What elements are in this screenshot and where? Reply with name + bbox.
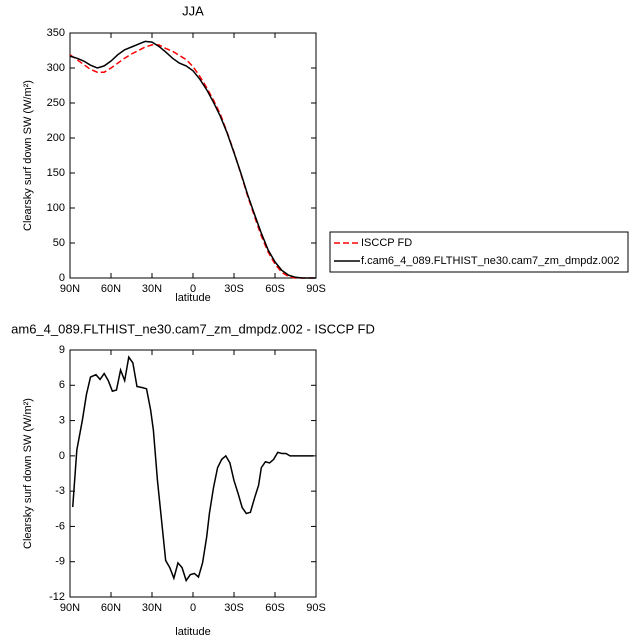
x-tick-label: 60N — [101, 283, 121, 295]
y-tick-label: 6 — [59, 379, 65, 391]
y-tick-label: 9 — [59, 344, 65, 356]
data-line — [69, 44, 316, 279]
legend-label: ISCCP FD — [361, 237, 412, 249]
plot-frame — [69, 32, 317, 279]
x-tick-label: 90N — [60, 602, 80, 614]
x-tick-label: 0 — [190, 283, 196, 295]
x-axis-label: latitude — [175, 626, 210, 638]
chart-title: JJA — [182, 3, 204, 18]
data-line — [71, 355, 314, 583]
y-tick-label: 50 — [53, 237, 65, 249]
y-tick-label: -9 — [55, 556, 65, 568]
x-tick-label: 30S — [224, 283, 244, 295]
y-tick-label: 0 — [59, 450, 65, 462]
y-tick-label: 200 — [47, 132, 65, 144]
y-tick-label: -6 — [55, 520, 65, 532]
x-tick-label: 30S — [224, 602, 244, 614]
legend-label: f.cam6_4_089.FLTHIST_ne30.cam7_zm_dmpdz.… — [361, 255, 619, 267]
x-tick-label: 30N — [142, 602, 162, 614]
y-tick-label: 0 — [59, 272, 65, 284]
x-tick-label: 0 — [190, 602, 196, 614]
x-tick-label: 90N — [60, 283, 80, 295]
data-line — [69, 40, 316, 279]
y-tick-label: 150 — [47, 167, 65, 179]
x-tick-label: 30N — [142, 283, 162, 295]
x-tick-label: 60S — [265, 283, 285, 295]
plot-frame — [69, 349, 317, 598]
legend-box — [329, 231, 629, 273]
x-tick-label: 90S — [306, 602, 326, 614]
y-tick-label: 3 — [59, 414, 65, 426]
chart-title: am6_4_089.FLTHIST_ne30.cam7_zm_dmpdz.002… — [11, 321, 375, 336]
x-axis-label: latitude — [175, 292, 210, 304]
x-tick-label: 60N — [101, 602, 121, 614]
y-tick-label: 250 — [47, 97, 65, 109]
x-tick-label: 60S — [265, 602, 285, 614]
y-axis-label: Clearsky surf down SW (W/m²) — [22, 80, 34, 231]
y-axis-label: Clearsky surf down SW (W/m²) — [22, 398, 34, 549]
x-tick-label: 90S — [306, 283, 326, 295]
y-tick-label: -12 — [49, 591, 65, 603]
y-tick-label: 100 — [47, 202, 65, 214]
y-tick-label: -3 — [55, 485, 65, 497]
y-tick-label: 350 — [47, 27, 65, 39]
y-tick-label: 300 — [47, 62, 65, 74]
